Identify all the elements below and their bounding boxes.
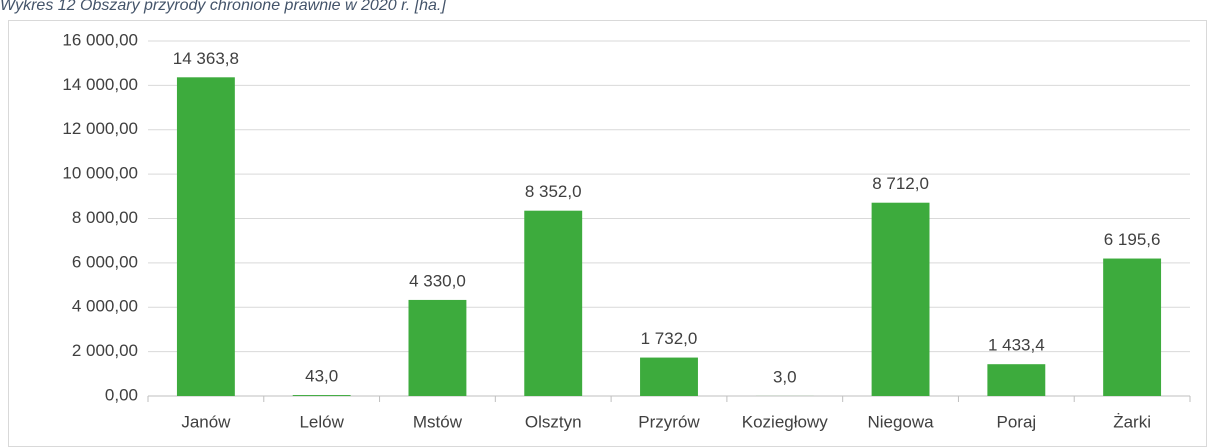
x-tick-label: Żarki [1113, 412, 1151, 431]
x-tick-label: Janów [181, 412, 231, 431]
y-tick-label: 6 000,00 [72, 252, 138, 271]
x-tick-label: Koziegłowy [742, 412, 828, 431]
bar [871, 202, 930, 396]
bar [640, 357, 698, 396]
bar [524, 210, 583, 396]
bar [292, 395, 351, 396]
data-label: 43,0 [305, 367, 338, 386]
data-label: 14 363,8 [173, 49, 239, 68]
x-tick-label: Mstów [413, 412, 463, 431]
x-tick-label: Olsztyn [525, 412, 582, 431]
bar [987, 364, 1046, 396]
data-label: 8 352,0 [525, 182, 582, 201]
y-tick-label: 16 000,00 [62, 30, 138, 49]
bar [408, 299, 467, 396]
data-label: 1 433,4 [988, 336, 1045, 355]
y-tick-label: 4 000,00 [72, 297, 138, 316]
data-label: 3,0 [773, 367, 797, 386]
bar [176, 77, 235, 396]
x-tick-label: Poraj [996, 412, 1036, 431]
data-label: 6 195,6 [1104, 230, 1161, 249]
chart-title: Wykres 12 Obszary przyrody chronione pra… [0, 0, 446, 14]
data-label: 8 712,0 [872, 174, 929, 193]
x-tick-label: Przyrów [638, 412, 700, 431]
y-tick-label: 0,00 [105, 385, 138, 404]
x-tick-label: Lelów [299, 412, 344, 431]
y-tick-label: 12 000,00 [62, 119, 138, 138]
y-tick-label: 8 000,00 [72, 208, 138, 227]
bar [1103, 258, 1162, 396]
data-label: 4 330,0 [409, 271, 466, 290]
y-tick-label: 14 000,00 [62, 75, 138, 94]
x-tick-label: Niegowa [867, 412, 934, 431]
data-label: 1 732,0 [641, 329, 698, 348]
y-tick-label: 2 000,00 [72, 341, 138, 360]
y-tick-label: 10 000,00 [62, 164, 138, 183]
